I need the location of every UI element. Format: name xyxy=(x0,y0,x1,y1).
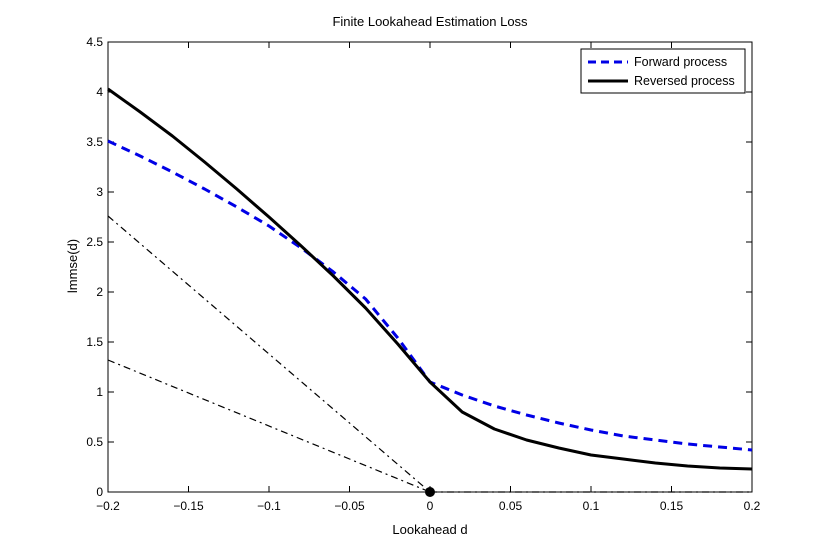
x-tick-label: 0.05 xyxy=(499,499,523,513)
plot-area: −0.2 −0.15 −0.1 −0.05 0 0.05 0.1 0.15 0.2 0 0.5 1 1.… xyxy=(86,35,760,513)
y-tick-label: 4.5 xyxy=(86,35,103,49)
x-tick-label: 0.2 xyxy=(744,499,761,513)
y-tick-label: 1.5 xyxy=(86,335,103,349)
y-tick-label: 0.5 xyxy=(86,435,103,449)
legend: Forward process Reversed process xyxy=(580,48,746,94)
x-tick-label: 0 xyxy=(427,499,434,513)
origin-marker xyxy=(425,487,435,497)
x-tick-label: −0.1 xyxy=(257,499,281,513)
y-tick-label: 4 xyxy=(96,85,103,99)
x-tick-label: −0.15 xyxy=(173,499,204,513)
y-tick-label: 3 xyxy=(96,185,103,199)
x-tick-label: 0.15 xyxy=(660,499,684,513)
legend-label-forward: Forward process xyxy=(634,55,727,69)
reference-line-asymptote-steep xyxy=(107,215,431,493)
reference-line-asymptote-shallow xyxy=(107,359,431,493)
axes-frame xyxy=(107,41,753,493)
y-tick-label: 2.5 xyxy=(86,235,103,249)
series-line-forward xyxy=(107,139,753,452)
x-axis-label: Lookahead d xyxy=(392,522,467,537)
legend-box xyxy=(580,48,746,94)
x-tick-label: −0.05 xyxy=(334,499,365,513)
y-tick-label: 1 xyxy=(96,385,103,399)
y-tick-label: 0 xyxy=(96,485,103,499)
series-line-reversed xyxy=(107,87,753,471)
chart-title: Finite Lookahead Estimation Loss xyxy=(332,14,528,29)
x-tick-label: 0.1 xyxy=(583,499,600,513)
y-tick-label: 3.5 xyxy=(86,135,103,149)
x-tick-label: −0.2 xyxy=(96,499,120,513)
y-axis-label: lmmse(d) xyxy=(65,239,80,293)
y-tick-label: 2 xyxy=(96,285,103,299)
legend-label-reversed: Reversed process xyxy=(634,74,735,88)
